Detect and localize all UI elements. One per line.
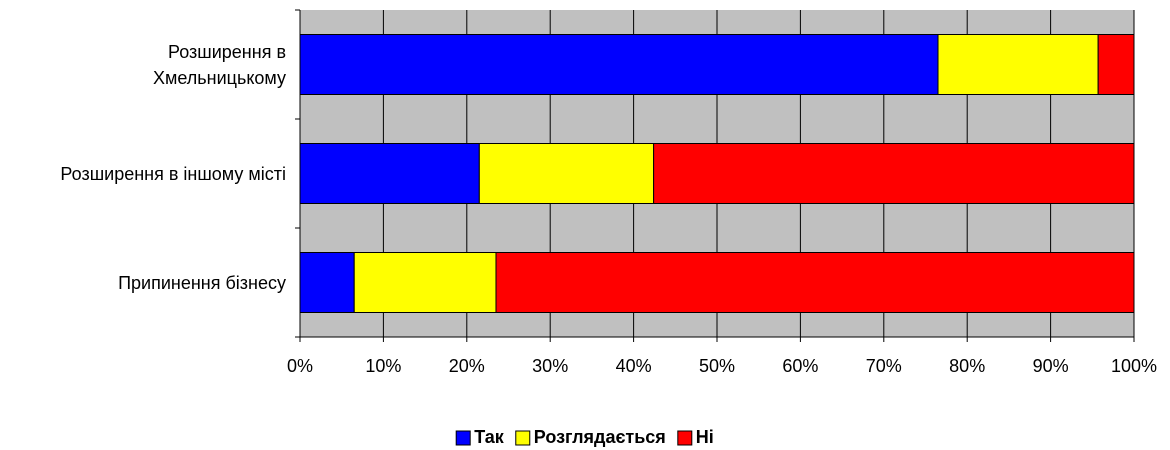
y-tick-label: Розширення в іншому місті xyxy=(60,163,286,184)
bar-segment xyxy=(299,34,939,95)
x-tick-label: 40% xyxy=(616,356,652,376)
bar-segment xyxy=(299,143,480,204)
bar-segment xyxy=(478,143,655,204)
x-tick-label: 60% xyxy=(782,356,818,376)
legend-label: Розглядається xyxy=(534,427,666,447)
legend: Так Розглядається Ні xyxy=(455,427,714,447)
bar-segment xyxy=(937,34,1099,95)
x-tick-label: 10% xyxy=(365,356,401,376)
x-tick-label: 50% xyxy=(699,356,735,376)
legend-label: Так xyxy=(474,427,505,447)
x-tick-label: 30% xyxy=(532,356,568,376)
x-tick-label: 90% xyxy=(1033,356,1069,376)
x-tick-label: 80% xyxy=(949,356,985,376)
legend-swatch xyxy=(455,430,471,446)
x-tick-label: 70% xyxy=(866,356,902,376)
legend-swatch xyxy=(515,430,531,446)
bar-segment xyxy=(1097,34,1135,95)
x-tick-label: 100% xyxy=(1111,356,1157,376)
bar-segment xyxy=(653,143,1135,204)
legend-swatch xyxy=(677,430,693,446)
x-tick-label: 20% xyxy=(449,356,485,376)
y-tick-label: Припинення бізнесу xyxy=(118,272,286,293)
legend-label: Ні xyxy=(696,427,714,447)
x-tick-label: 0% xyxy=(287,356,313,376)
bar-segment xyxy=(299,252,355,313)
bar-segment xyxy=(495,252,1135,313)
bar-segment xyxy=(353,252,497,313)
y-tick-label: Розширення в Хмельницькому xyxy=(152,41,286,88)
